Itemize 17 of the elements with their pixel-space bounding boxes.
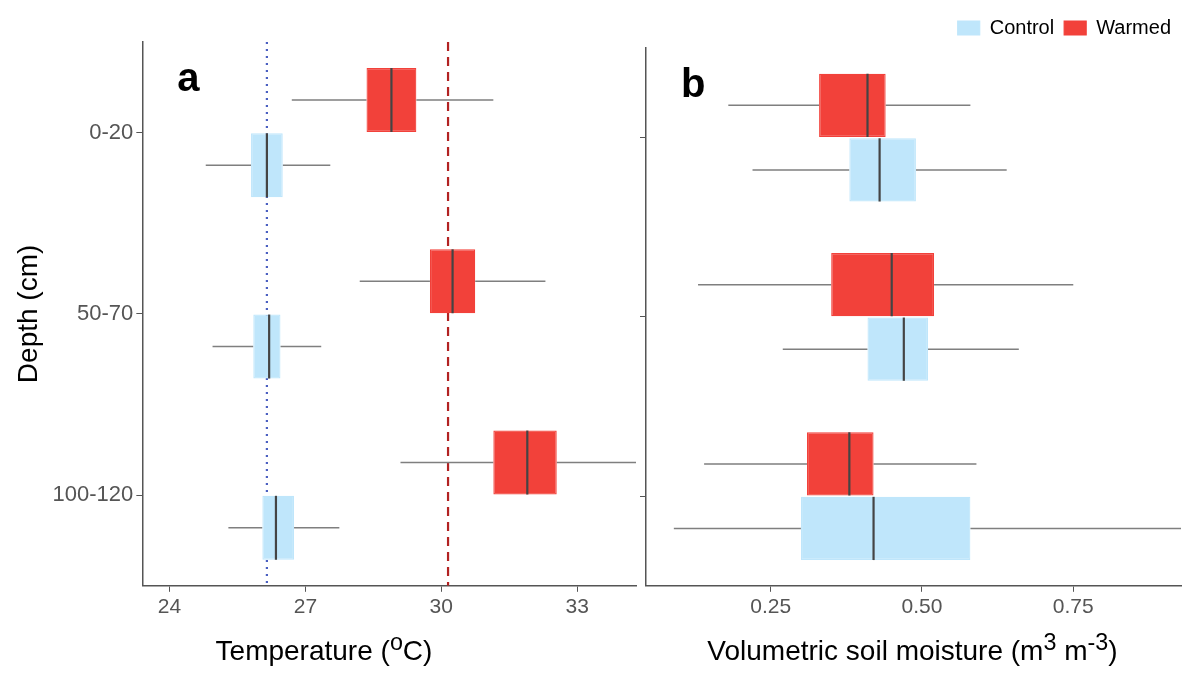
- x-tick-label: 30: [429, 594, 453, 618]
- x-tick-label: 33: [565, 594, 589, 618]
- y-tick-label: 0-20: [89, 118, 134, 144]
- legend-label: Control: [989, 15, 1055, 38]
- chart-title: a: [177, 55, 201, 100]
- x-tick-label: 0.50: [901, 594, 943, 618]
- x-tick-label: 0.75: [1052, 594, 1094, 618]
- x-axis-title: Temperature ($^{o}$C): [214, 629, 434, 668]
- y-axis-title: Depth (cm): [11, 244, 43, 384]
- y-tick-label: 50-70: [77, 299, 134, 325]
- x-tick-label: 24: [157, 594, 182, 618]
- x-tick-label: 27: [293, 594, 318, 618]
- y-tick-label: 100-120: [52, 481, 134, 507]
- x-tick-label: 0.25: [750, 594, 792, 618]
- chart-title: b: [681, 61, 706, 106]
- x-axis-title: Volumetric soil moisture (m$^{3}$ m$^{-3}$): [706, 629, 1119, 668]
- legend-label: Warmed: [1096, 15, 1171, 38]
